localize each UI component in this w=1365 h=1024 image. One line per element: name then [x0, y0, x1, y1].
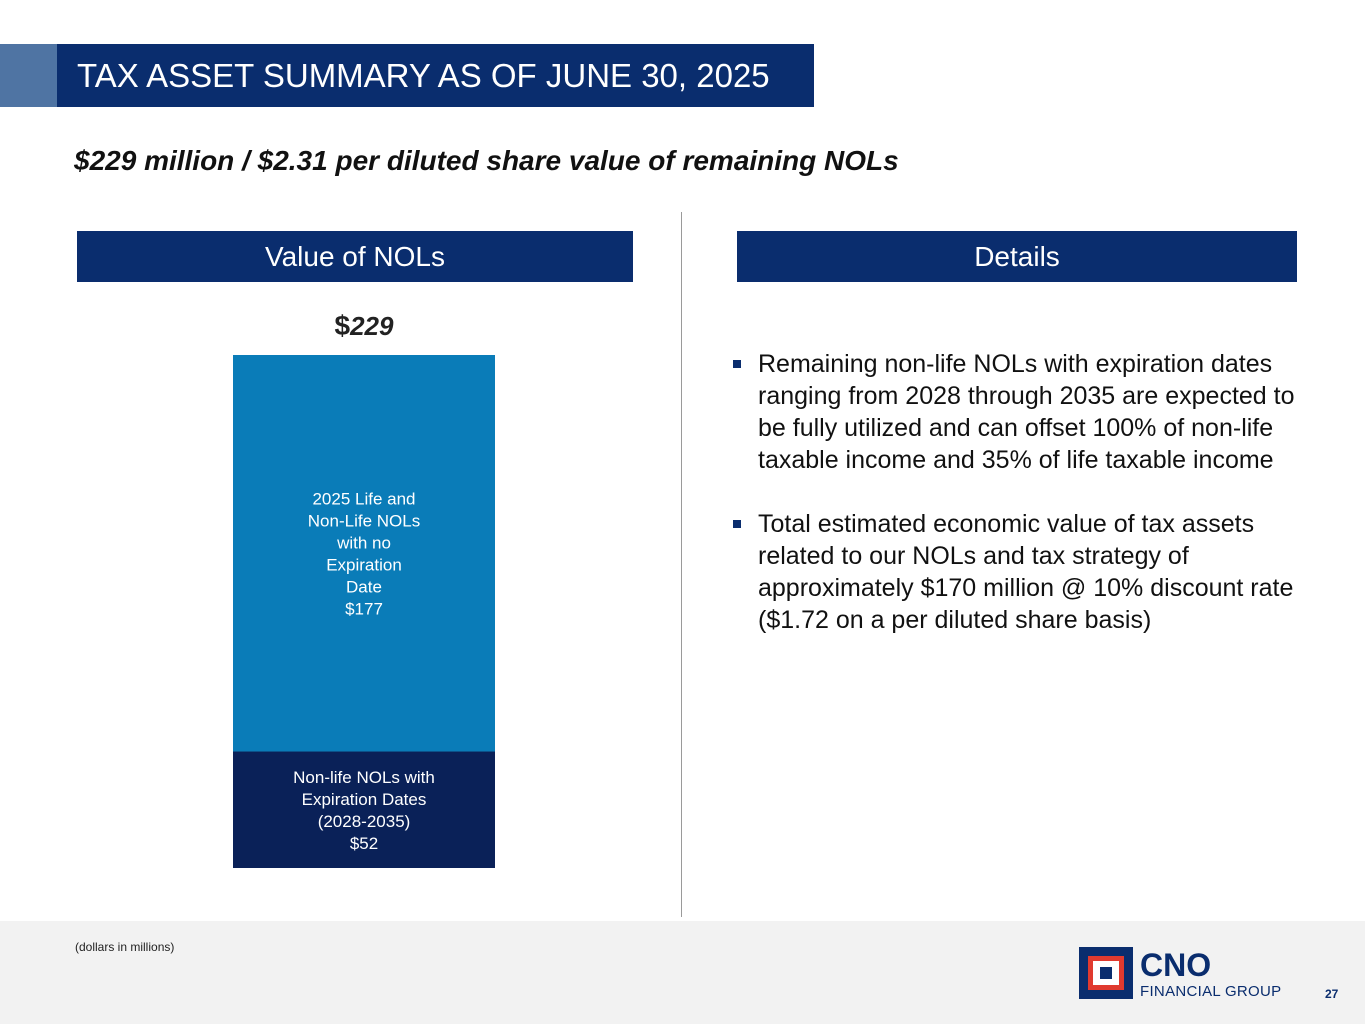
total-currency-symbol: $	[334, 310, 351, 341]
units-footnote: (dollars in millions)	[75, 940, 175, 954]
logo-wordmark: CNO	[1140, 947, 1212, 983]
nol-stacked-bar-chart: Non-life NOLs with Expiration Dates (2028-…	[233, 355, 495, 868]
headline-subtitle: $229 million / $2.31 per diluted share v…	[74, 145, 899, 176]
logo-subtitle: FINANCIAL GROUP	[1140, 983, 1282, 1000]
bar-segment-label: 2025 Life and Non-Life NOLs with no Expirat…	[308, 489, 420, 618]
bullet-square-icon	[733, 360, 741, 368]
page-number: 27	[1325, 987, 1339, 1001]
detail-bullet-text: Remaining non-life NOLs with expiration …	[758, 350, 1295, 474]
detail-bullet: Total estimated economic value of tax as…	[733, 508, 1323, 636]
bar-segment-expiring-nols	[233, 751, 495, 868]
bar-segment-no-expiration-nols	[233, 355, 495, 752]
cno-logo: CNO FINANCIAL GROUP	[1079, 947, 1289, 1001]
value-of-nols-heading: Value of NOLs	[77, 231, 633, 282]
column-divider	[681, 212, 682, 917]
details-heading: Details	[737, 231, 1297, 282]
details-list: Remaining non-life NOLs with expiration …	[733, 348, 1323, 668]
total-value: 229	[350, 311, 394, 341]
title-accent-block	[0, 44, 57, 107]
cno-logo-icon	[1079, 947, 1133, 999]
bullet-square-icon	[733, 520, 741, 528]
page-title: TAX ASSET SUMMARY AS OF JUNE 30, 2025	[77, 57, 770, 94]
detail-bullet-text: Total estimated economic value of tax as…	[758, 510, 1294, 634]
bar-segment-label: Non-life NOLs with Expiration Dates (2028-…	[293, 768, 435, 853]
title-bar: TAX ASSET SUMMARY AS OF JUNE 30, 2025	[57, 44, 814, 107]
footer: (dollars in millions) CNO FINANCIAL GROU…	[0, 921, 1365, 1024]
chart-total-label: $229	[233, 310, 495, 342]
detail-bullet: Remaining non-life NOLs with expiration …	[733, 348, 1323, 476]
